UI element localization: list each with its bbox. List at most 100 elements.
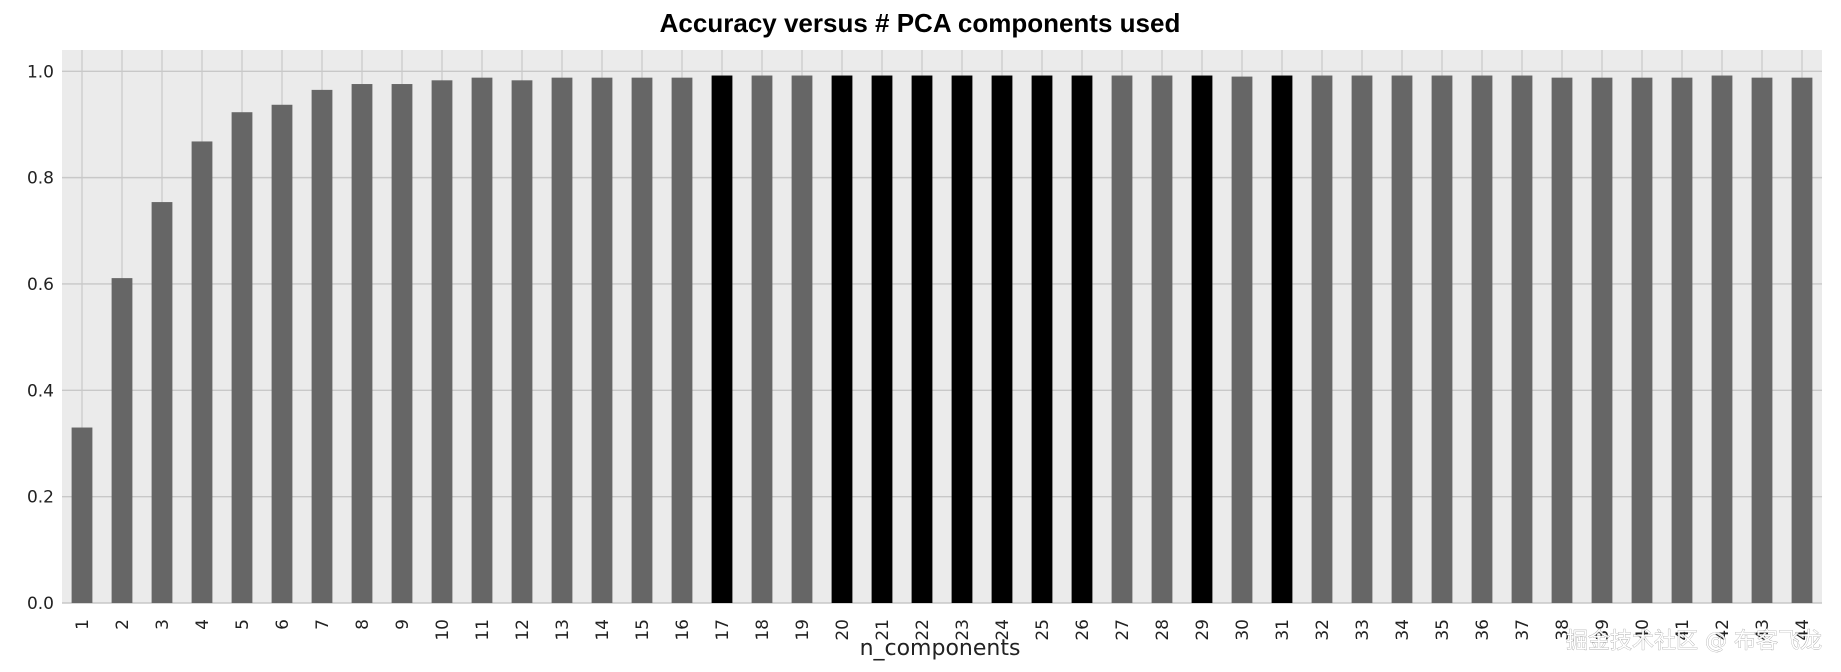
y-tick-label: 0.2 xyxy=(27,488,54,508)
x-tick-label: 3 xyxy=(153,619,173,630)
bar-5 xyxy=(231,112,253,604)
x-tick-label: 25 xyxy=(1033,619,1053,641)
x-tick-label: 2 xyxy=(113,619,133,630)
bar-2 xyxy=(111,278,133,603)
x-tick-label: 14 xyxy=(593,619,613,641)
x-tick-label: 29 xyxy=(1193,619,1213,641)
x-tick-label: 23 xyxy=(953,619,973,641)
bar-4 xyxy=(191,141,213,603)
x-tick-label: 10 xyxy=(433,619,453,641)
bar-13 xyxy=(551,77,573,603)
y-tick-label: 0.8 xyxy=(27,169,54,189)
x-tick-label: 8 xyxy=(353,619,373,630)
bar-23 xyxy=(951,75,973,604)
bar-41 xyxy=(1671,77,1693,603)
bar-39 xyxy=(1591,77,1613,603)
bar-12 xyxy=(511,80,533,603)
x-tick-label: 22 xyxy=(913,619,933,641)
x-tick-label: 5 xyxy=(233,619,253,630)
x-tick-label: 9 xyxy=(393,619,413,630)
x-tick-label: 38 xyxy=(1553,619,1573,641)
bar-37 xyxy=(1511,75,1533,604)
x-tick-label: 13 xyxy=(553,619,573,641)
bar-26 xyxy=(1071,75,1093,604)
x-tick-label: 17 xyxy=(713,619,733,641)
bar-8 xyxy=(351,84,373,604)
x-tick-label: 33 xyxy=(1353,619,1373,641)
x-tick-label: 18 xyxy=(753,619,773,641)
x-tick-label: 19 xyxy=(793,619,813,641)
x-tick-label: 20 xyxy=(833,619,853,641)
bar-15 xyxy=(631,77,653,603)
bars xyxy=(71,75,1813,604)
bar-30 xyxy=(1231,76,1253,603)
x-tick-label: 35 xyxy=(1433,619,1453,641)
x-tick-label: 12 xyxy=(513,619,533,641)
x-tick-label: 31 xyxy=(1273,619,1293,641)
x-tick-label: 4 xyxy=(193,619,213,630)
x-tick-label: 21 xyxy=(873,619,893,641)
y-tick-label: 0.4 xyxy=(27,381,54,401)
bar-1 xyxy=(71,427,93,603)
x-tick-label: 37 xyxy=(1513,619,1533,641)
bar-42 xyxy=(1711,75,1733,604)
x-tick-label: 39 xyxy=(1593,619,1613,641)
bar-10 xyxy=(431,80,453,603)
bar-27 xyxy=(1111,75,1133,604)
x-tick-label: 7 xyxy=(313,619,333,630)
bar-28 xyxy=(1151,75,1173,604)
bar-32 xyxy=(1311,75,1333,604)
x-tick-label: 34 xyxy=(1393,619,1413,641)
x-tick-labels: 1 2 3 4 5 6 7 8 9 10 11 12 13 14 15 16 17 18 19 20 21 22 23 24 2… xyxy=(73,619,1813,641)
bar-3 xyxy=(151,202,173,603)
x-tick-label: 27 xyxy=(1113,619,1133,641)
bar-33 xyxy=(1351,75,1373,604)
bar-34 xyxy=(1391,75,1413,604)
bar-38 xyxy=(1551,77,1573,603)
x-tick-label: 43 xyxy=(1753,619,1773,641)
bar-17 xyxy=(711,75,733,604)
x-tick-label: 28 xyxy=(1153,619,1173,641)
y-tick-label: 1.0 xyxy=(27,62,54,82)
bar-11 xyxy=(471,77,493,603)
bar-16 xyxy=(671,77,693,603)
y-tick-label: 0.0 xyxy=(27,594,54,614)
bar-29 xyxy=(1191,75,1213,604)
bar-35 xyxy=(1431,75,1453,604)
x-axis-label: n_components xyxy=(860,636,1021,661)
bar-36 xyxy=(1471,75,1493,604)
bar-31 xyxy=(1271,75,1293,604)
x-tick-label: 1 xyxy=(73,619,93,630)
x-tick-label: 26 xyxy=(1073,619,1093,641)
x-tick-label: 30 xyxy=(1233,619,1253,641)
x-tick-label: 15 xyxy=(633,619,653,641)
x-tick-label: 16 xyxy=(673,619,693,641)
bar-6 xyxy=(271,104,293,603)
x-tick-label: 36 xyxy=(1473,619,1493,641)
x-tick-label: 40 xyxy=(1633,619,1653,641)
bar-21 xyxy=(871,75,893,604)
x-tick-label: 24 xyxy=(993,619,1013,641)
bar-7 xyxy=(311,89,333,603)
bar-44 xyxy=(1791,77,1813,603)
bar-14 xyxy=(591,77,613,603)
x-tick-label: 44 xyxy=(1793,619,1813,641)
bar-25 xyxy=(1031,75,1053,604)
bar-43 xyxy=(1751,77,1773,603)
y-tick-label: 0.6 xyxy=(27,275,54,295)
x-tick-label: 32 xyxy=(1313,619,1333,641)
x-tick-label: 11 xyxy=(473,619,493,641)
bar-40 xyxy=(1631,77,1653,603)
bar-20 xyxy=(831,75,853,604)
x-tick-label: 41 xyxy=(1673,619,1693,641)
bar-24 xyxy=(991,75,1013,604)
y-tick-labels: 0.0 0.2 0.4 0.6 0.8 1.0 xyxy=(27,62,54,614)
bar-19 xyxy=(791,75,813,604)
x-tick-label: 6 xyxy=(273,619,293,630)
chart-title: Accuracy versus # PCA components used xyxy=(660,8,1181,38)
watermark-text: 掘金技术社区 @ 布客飞龙 xyxy=(1566,629,1822,654)
x-tick-label: 42 xyxy=(1713,619,1733,641)
bar-18 xyxy=(751,75,773,604)
